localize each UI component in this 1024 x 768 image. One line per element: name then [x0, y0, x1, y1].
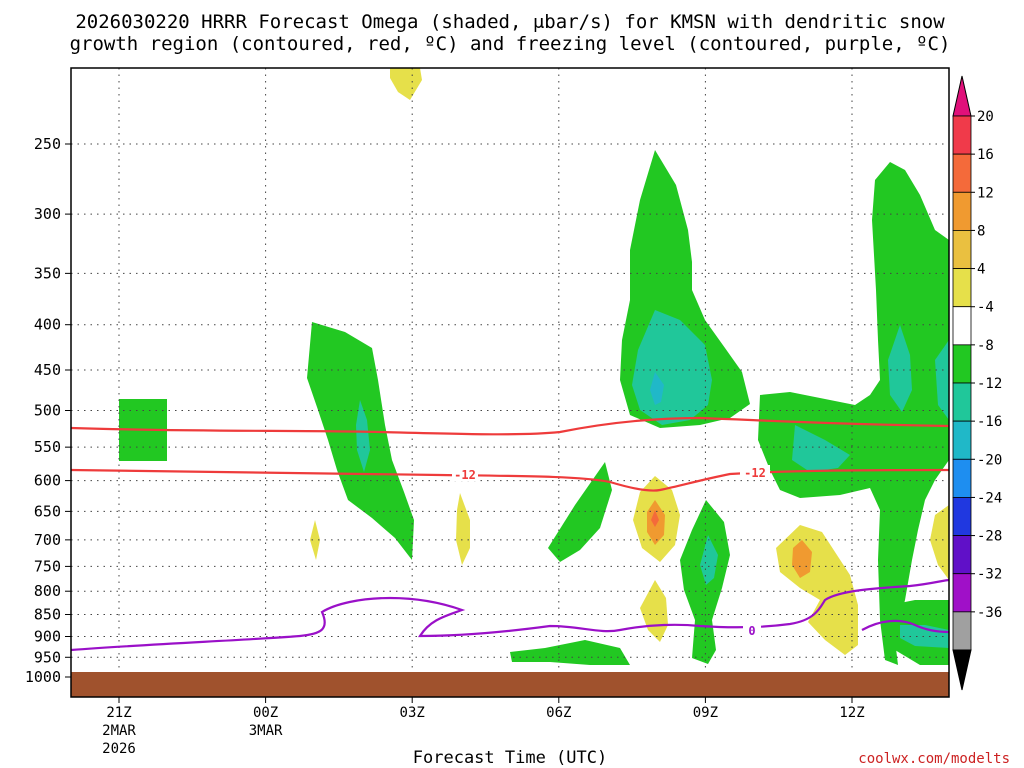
omega-region — [356, 400, 370, 472]
dgz-contour-label: -12 — [744, 466, 766, 480]
colorbar-swatch — [952, 344, 972, 384]
ground — [71, 672, 949, 697]
colorbar-label: -24 — [977, 490, 1002, 506]
y-tick-label: 450 — [34, 361, 61, 379]
colorbar-swatch — [952, 535, 972, 575]
colorbar-swatch — [952, 458, 972, 498]
omega-region — [390, 68, 422, 100]
x-tick-year: 2026 — [102, 741, 136, 757]
colorbar-label: -4 — [977, 300, 994, 316]
x-tick-label: 09Z — [693, 705, 718, 721]
x-tick-label: 03Z — [400, 705, 425, 721]
colorbar-label: 16 — [977, 147, 994, 163]
colorbar-label: -28 — [977, 529, 1002, 545]
omega-region — [792, 425, 850, 472]
omega-region — [310, 520, 320, 560]
x-tick-label: 00Z — [253, 705, 278, 721]
chart-title-line2: growth region (contoured, red, ºC) and f… — [70, 33, 951, 55]
colorbar-swatch — [952, 153, 972, 193]
colorbar-swatch — [952, 420, 972, 460]
omega-region — [456, 493, 470, 565]
y-tick-label: 1000 — [25, 668, 61, 686]
colorbar-label: 20 — [977, 109, 994, 125]
colorbar-label: 4 — [977, 262, 985, 278]
colorbar-swatch — [952, 115, 972, 155]
dgz-contour-upper — [71, 416, 949, 436]
plot-area: -12 -12 0 — [71, 68, 949, 697]
y-tick-label: 650 — [34, 502, 61, 520]
y-tick-label: 300 — [34, 205, 61, 223]
y-tick-label: 500 — [34, 402, 61, 420]
colorbar-arrow-bottom — [952, 649, 972, 691]
credit-text: coolwx.com/modelts — [858, 751, 1010, 767]
omega-region — [888, 325, 912, 412]
y-tick-label: 950 — [34, 648, 61, 666]
colorbar: 20 16 12 8 4 -4 -8 -12 -16 -20 -24 -28 -32 -36 — [952, 75, 1002, 691]
colorbar-swatch — [952, 306, 972, 346]
colorbar-swatch — [952, 382, 972, 422]
chart-title-line1: 2026030220 HRRR Forecast Omega (shaded, … — [75, 11, 945, 33]
omega-region — [651, 510, 659, 527]
grid — [71, 68, 949, 697]
x-tick-label: 21Z — [106, 705, 131, 721]
colorbar-swatch — [952, 497, 972, 536]
y-tick-label: 750 — [34, 557, 61, 575]
y-tick-label: 550 — [34, 438, 61, 456]
colorbar-swatch — [952, 573, 972, 613]
colorbar-label: -8 — [977, 338, 994, 354]
y-tick-label: 850 — [34, 606, 61, 624]
dgz-contours: -12 -12 — [71, 416, 949, 492]
dgz-contour-label: -12 — [454, 468, 476, 482]
omega-region — [935, 340, 949, 420]
freezing-level-line — [71, 578, 949, 652]
colorbar-label: -16 — [977, 414, 1002, 430]
colorbar-swatch — [952, 268, 972, 308]
freezing-level-contour: 0 — [71, 578, 949, 652]
omega-region — [650, 372, 664, 405]
colorbar-label: -20 — [977, 452, 1002, 468]
y-axis: 250 300 350 400 450 500 550 600 650 700 750 800 850 9… — [25, 135, 71, 686]
colorbar-label: -36 — [977, 605, 1002, 621]
y-tick-label: 800 — [34, 582, 61, 600]
y-tick-label: 350 — [34, 264, 61, 282]
x-axis: 21Z 2MAR 2026 00Z 3MAR 03Z 06Z 09Z 12Z — [102, 697, 865, 757]
colorbar-swatch — [952, 191, 972, 231]
x-axis-label: Forecast Time (UTC) — [413, 748, 607, 768]
y-tick-label: 900 — [34, 627, 61, 645]
x-tick-date: 2MAR — [102, 723, 136, 739]
x-tick-label: 12Z — [839, 705, 864, 721]
x-tick-label: 06Z — [546, 705, 571, 721]
y-tick-label: 600 — [34, 472, 61, 490]
colorbar-label: 12 — [977, 185, 994, 201]
omega-shading — [119, 68, 949, 665]
y-tick-label: 700 — [34, 531, 61, 549]
colorbar-arrow-top — [952, 75, 972, 117]
plot-border — [70, 67, 950, 698]
omega-region — [930, 505, 949, 580]
freezing-level-label: 0 — [748, 624, 755, 638]
y-tick-label: 250 — [34, 135, 61, 153]
dgz-contour-lower — [71, 468, 949, 492]
colorbar-swatch — [952, 611, 972, 651]
omega-region — [510, 640, 630, 665]
omega-region — [792, 540, 812, 578]
omega-region — [758, 162, 949, 665]
omega-region — [700, 535, 718, 585]
colorbar-swatch — [952, 230, 972, 269]
omega-region — [632, 310, 712, 425]
colorbar-label: -32 — [977, 567, 1002, 583]
omega-region — [548, 462, 612, 562]
freezing-level-line — [861, 619, 949, 634]
colorbar-label: 8 — [977, 223, 985, 239]
x-tick-date: 3MAR — [249, 723, 283, 739]
y-tick-label: 400 — [34, 316, 61, 334]
colorbar-label: -12 — [977, 376, 1002, 392]
